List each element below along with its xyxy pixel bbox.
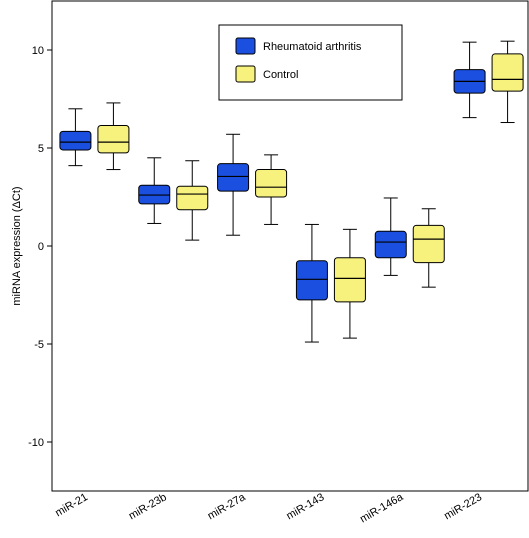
legend: Rheumatoid arthritis Control xyxy=(218,24,403,101)
box-ra-miR-146a xyxy=(374,197,407,276)
y-tick-label: 0 xyxy=(38,241,44,253)
x-tick-label: miR-23b xyxy=(127,491,169,522)
box-ra-miR-23b xyxy=(138,157,171,224)
box-control-miR-146a xyxy=(412,208,445,288)
iqr-box xyxy=(176,185,209,211)
box-control-miR-143 xyxy=(333,228,366,339)
iqr-box xyxy=(333,257,366,303)
iqr-box xyxy=(412,224,445,264)
y-tick-label: -5 xyxy=(34,339,44,351)
iqr-box xyxy=(97,124,130,154)
box-ra-miR-223 xyxy=(453,41,486,119)
box-control-miR-223 xyxy=(491,40,524,124)
x-tick-label: miR-21 xyxy=(53,491,90,519)
x-tick-label: miR-146a xyxy=(358,491,406,526)
box-control-miR-27a xyxy=(255,154,288,225)
x-axis: miR-21 miR-23b miR-27a miR-143 miR-146a miR-2… xyxy=(53,491,484,526)
legend-label: Rheumatoid arthritis xyxy=(263,41,362,53)
x-tick-label: miR-143 xyxy=(284,491,326,522)
legend-label: Control xyxy=(263,69,298,81)
y-axis-label: miRNA expression (ΔCt) xyxy=(11,186,23,305)
iqr-box xyxy=(374,230,407,259)
legend-box xyxy=(218,24,403,101)
y-axis: 10 5 0 -5 -10 xyxy=(28,45,52,449)
iqr-box xyxy=(59,130,92,151)
box-ra-miR-27a xyxy=(217,133,250,236)
iqr-box xyxy=(295,260,328,301)
x-tick-label: miR-27a xyxy=(206,491,249,523)
x-tick-label: miR-223 xyxy=(442,491,484,522)
legend-swatch xyxy=(235,65,256,83)
iqr-box xyxy=(217,163,250,192)
iqr-box xyxy=(491,53,524,92)
iqr-box xyxy=(255,169,288,198)
legend-swatch xyxy=(235,37,256,55)
box-control-miR-21 xyxy=(97,102,130,171)
box-series-group xyxy=(59,40,524,343)
box-control-miR-23b xyxy=(176,160,209,241)
y-tick-label: 5 xyxy=(38,143,44,155)
y-tick-label: -10 xyxy=(28,437,44,449)
y-tick-label: 10 xyxy=(32,45,44,57)
box-ra-miR-143 xyxy=(295,223,328,343)
box-ra-miR-21 xyxy=(59,108,92,167)
